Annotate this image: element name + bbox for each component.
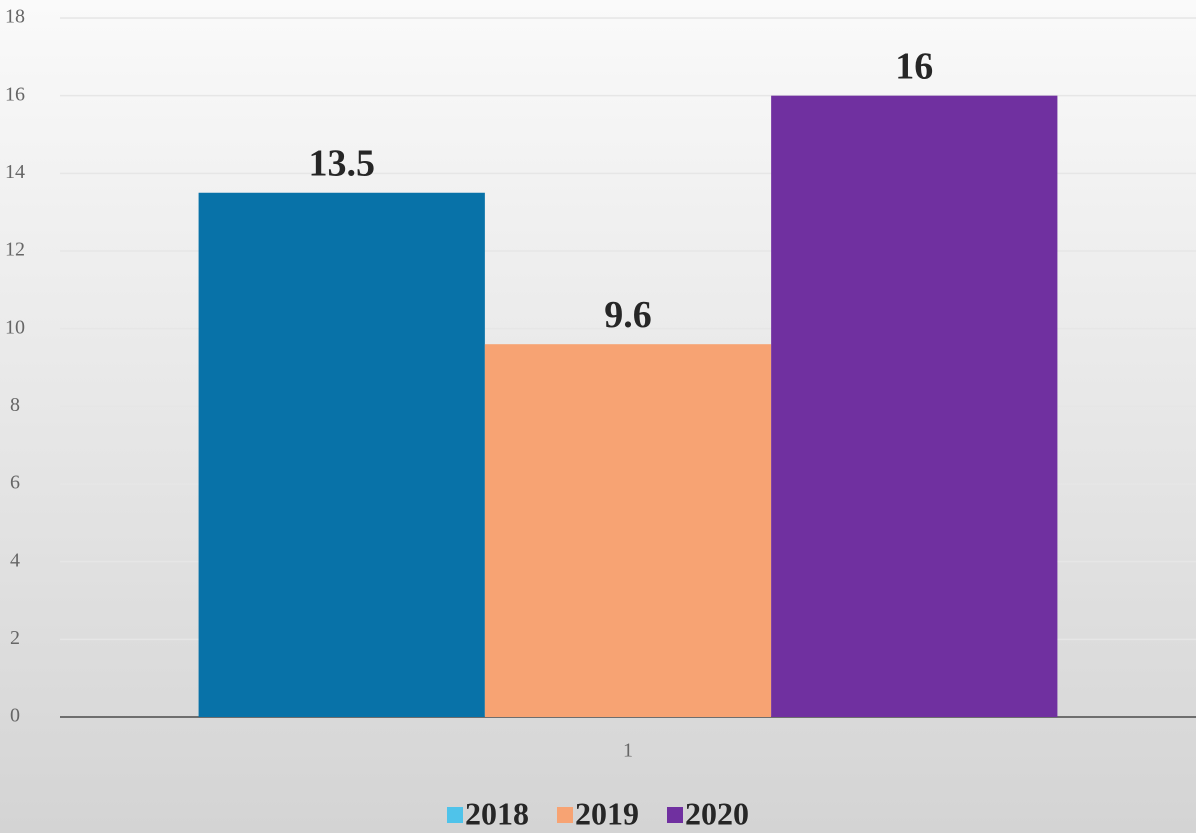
data-label: 9.6 <box>604 294 652 336</box>
legend-label: 2019 <box>575 795 639 831</box>
legend-swatch <box>557 807 573 823</box>
y-tick-label: 18 <box>5 6 25 28</box>
y-tick-label: 4 <box>10 549 20 571</box>
bar <box>484 344 772 717</box>
y-tick-label: 12 <box>5 239 25 261</box>
y-tick-label: 14 <box>5 161 25 183</box>
y-tick-label: 6 <box>10 472 20 494</box>
legend-label: 2020 <box>685 795 749 831</box>
data-label: 13.5 <box>308 142 375 184</box>
bar <box>771 95 1058 717</box>
y-tick-label: 2 <box>10 627 20 649</box>
y-tick-label: 16 <box>5 83 25 105</box>
y-tick-label: 0 <box>10 705 20 727</box>
legend-label: 2018 <box>465 795 529 831</box>
data-label: 16 <box>895 45 933 87</box>
x-tick-label: 1 <box>623 740 633 762</box>
y-tick-label: 8 <box>10 394 20 416</box>
legend-swatch <box>667 807 683 823</box>
legend-swatch <box>447 807 463 823</box>
y-tick-label: 10 <box>5 316 25 338</box>
bar <box>198 192 485 717</box>
